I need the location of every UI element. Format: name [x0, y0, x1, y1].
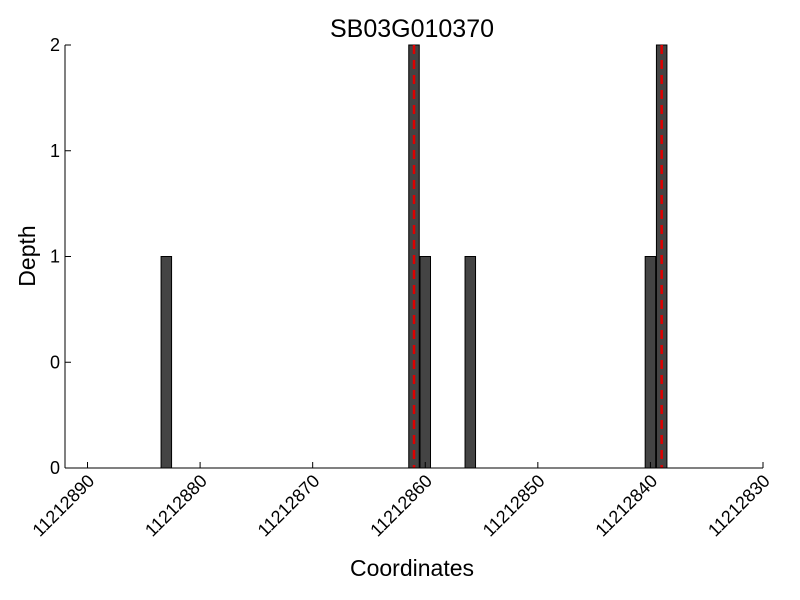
x-ticks-layer: 11212890 11212880 11212870 11212860 11212850… — [29, 462, 774, 541]
y-tick-label: 0 — [50, 458, 60, 478]
x-tick-label: 11212850 — [479, 471, 549, 541]
x-tick-label: 11212870 — [254, 471, 324, 541]
x-tick-label: 11212860 — [366, 471, 436, 541]
x-tick-label: 11212880 — [141, 471, 211, 541]
x-tick-label: 11212840 — [591, 471, 661, 541]
bar — [464, 256, 477, 469]
bar — [419, 256, 432, 469]
y-tick-label: 0 — [50, 352, 60, 372]
reference-lines-layer — [412, 45, 663, 468]
x-axis-label: Coordinates — [350, 555, 474, 581]
y-tick-label: 2 — [50, 35, 60, 55]
x-tick-label: 11212830 — [704, 471, 774, 541]
y-tick-label: 1 — [50, 141, 60, 161]
y-tick-label: 1 — [50, 247, 60, 267]
x-tick-label: 11212890 — [29, 471, 99, 541]
y-axis-label: Depth — [14, 225, 40, 286]
y-ticks-layer: 0 0 1 1 2 — [50, 35, 71, 478]
bar — [644, 256, 657, 469]
chart-title: SB03G010370 — [330, 15, 494, 43]
bar — [160, 256, 173, 469]
